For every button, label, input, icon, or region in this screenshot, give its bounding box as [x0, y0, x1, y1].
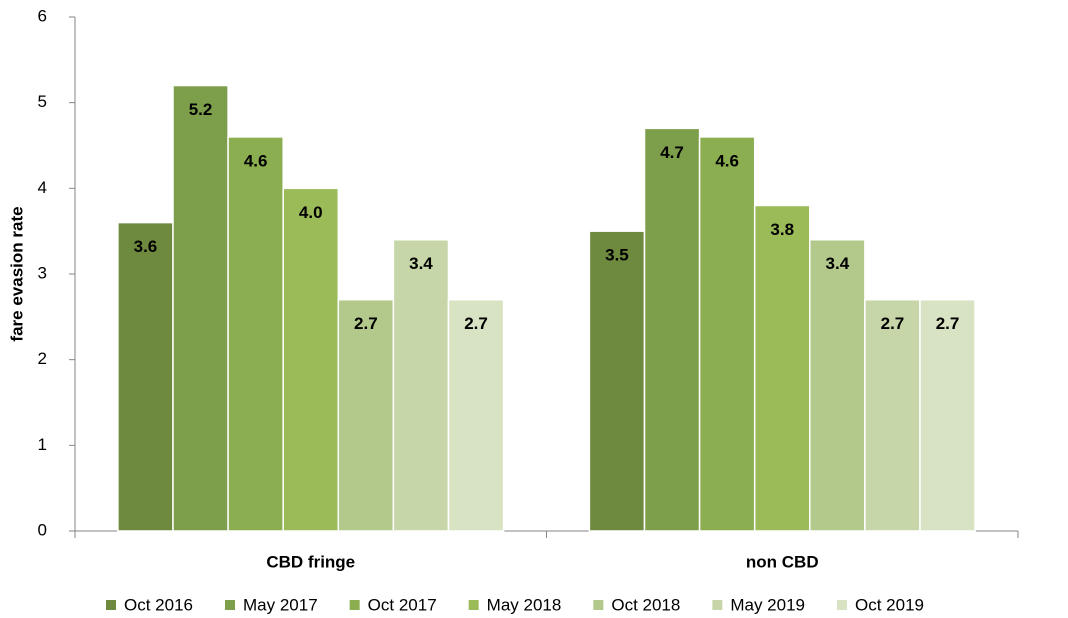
y-tick-label: 0	[38, 520, 47, 539]
legend-swatch	[468, 600, 479, 610]
bar	[643, 127, 701, 532]
data-label: 3.5	[605, 246, 629, 265]
legend-swatch	[837, 600, 848, 610]
legend-label: May 2017	[243, 595, 318, 614]
bar	[698, 136, 756, 532]
y-tick-label: 4	[38, 178, 47, 197]
bar	[392, 238, 450, 532]
legend-swatch	[106, 600, 116, 610]
y-tick-label: 3	[38, 263, 47, 282]
bar	[588, 230, 646, 532]
data-label: 4.6	[715, 151, 739, 170]
legend-label: Oct 2017	[368, 595, 437, 614]
data-label: 3.6	[134, 237, 158, 256]
bar	[864, 298, 921, 532]
data-label: 2.7	[354, 314, 378, 333]
data-label: 3.8	[770, 220, 794, 239]
x-tick-label: CBD fringe	[266, 552, 355, 571]
data-label: 2.7	[881, 314, 905, 333]
legend-swatch	[593, 600, 604, 610]
data-label: 2.7	[936, 314, 960, 333]
bar	[447, 298, 505, 532]
y-tick-label: 2	[38, 349, 47, 368]
bar	[227, 136, 284, 532]
data-label: 4.0	[299, 203, 323, 222]
data-label: 2.7	[464, 314, 488, 333]
bar	[809, 238, 866, 532]
bar	[172, 84, 229, 532]
bar	[282, 187, 340, 532]
data-label: 3.4	[826, 254, 850, 273]
legend-label: May 2018	[487, 595, 562, 614]
legend-label: May 2019	[730, 595, 805, 614]
legend-swatch	[225, 600, 235, 610]
y-tick-label: 1	[38, 435, 47, 454]
data-label: 5.2	[189, 100, 213, 119]
x-tick-label: non CBD	[746, 552, 819, 571]
legend-swatch	[349, 600, 360, 610]
bar	[337, 298, 395, 532]
data-label: 4.7	[660, 143, 684, 162]
legend-label: Oct 2018	[611, 595, 680, 614]
data-label: 4.6	[244, 151, 268, 170]
y-axis-title: fare evasion rate	[7, 206, 26, 341]
legend-label: Oct 2019	[855, 595, 924, 614]
y-tick-label: 6	[38, 6, 47, 25]
data-label: 3.4	[409, 254, 433, 273]
bar	[919, 298, 976, 532]
bar	[117, 221, 174, 532]
y-tick-label: 5	[38, 92, 47, 111]
legend-swatch	[712, 600, 723, 610]
bar	[753, 204, 811, 532]
legend-label: Oct 2016	[124, 595, 193, 614]
